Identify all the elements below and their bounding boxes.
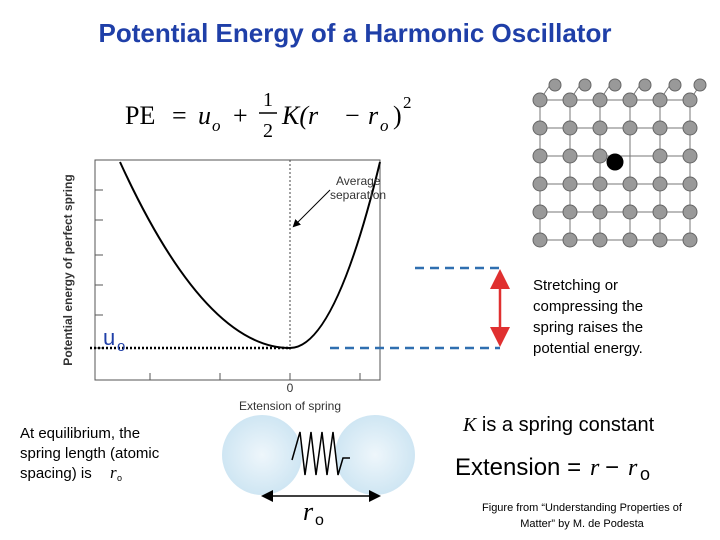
formula-part: r: [368, 101, 379, 130]
extension-sub: o: [640, 464, 650, 484]
atom: [335, 415, 415, 495]
symbol-sub: o: [117, 473, 122, 483]
note-line: At equilibrium, the: [20, 425, 140, 442]
formula-part: o: [212, 116, 221, 135]
formula-part: K(r: [281, 101, 319, 130]
extension-minus: −: [605, 454, 619, 481]
extension-symbol: r: [590, 455, 600, 481]
formula-part: =: [172, 101, 187, 130]
y-axis-label: Potential energy of perfect spring: [61, 174, 75, 365]
note-line: compressing the: [533, 298, 643, 315]
atom: [222, 415, 302, 495]
formula-part: 2: [403, 93, 412, 112]
energy-curve: [119, 161, 381, 350]
tick-marks: [95, 189, 361, 380]
formula-part: o: [380, 116, 389, 135]
k-note: K is a spring constant: [462, 414, 655, 436]
note-line: spring raises the: [533, 319, 643, 336]
formula-part: ): [393, 101, 402, 130]
k-symbol: K: [462, 414, 478, 436]
x-axis-label: Extension of spring: [239, 399, 341, 413]
annotation-arrow: [292, 189, 331, 228]
u-label-sub: o: [117, 338, 125, 355]
annotation: Average: [336, 174, 381, 188]
spring: [291, 431, 350, 476]
formula: PE = u o + 1 2 K(r − r o ) 2: [125, 89, 412, 142]
note-line: spring length (atomic: [20, 445, 160, 462]
credit-line: Figure from “Understanding Properties of: [482, 502, 683, 514]
extension-text: Extension =: [455, 454, 581, 481]
plot-frame: [94, 159, 381, 381]
extension-symbol: r: [628, 455, 638, 481]
formula-part: +: [233, 101, 248, 130]
formula-part: 2: [263, 120, 273, 142]
symbol: r: [110, 463, 117, 482]
credit-line: Matter” by M. de Podesta: [520, 518, 644, 530]
plot: Average separation Potential energy of p…: [61, 159, 386, 413]
formula-part: 1: [263, 89, 273, 111]
credit: Figure from “Understanding Properties of…: [482, 502, 683, 530]
annotation: separation: [330, 188, 386, 202]
equilibrium-note: At equilibrium, the spring length (atomi…: [20, 425, 160, 483]
slide-title: Potential Energy of a Harmonic Oscillato…: [99, 18, 612, 48]
k-text: is a spring constant: [476, 414, 654, 436]
note-line: Stretching or: [533, 277, 618, 294]
u-label: u: [103, 325, 115, 350]
lattice: [532, 78, 707, 248]
formula-part: u: [198, 101, 211, 130]
x-tick-label: 0: [287, 381, 294, 395]
note-line: spacing) is: [20, 465, 92, 482]
formula-part: −: [345, 101, 360, 130]
formula-part: PE: [125, 101, 155, 130]
spacing-sub: o: [315, 512, 324, 529]
extension: Extension = r − r o: [455, 454, 650, 484]
spacing-symbol: r: [303, 497, 314, 526]
stretch-note: Stretching or compressing the spring rai…: [533, 277, 643, 357]
note-line: potential energy.: [533, 340, 643, 357]
